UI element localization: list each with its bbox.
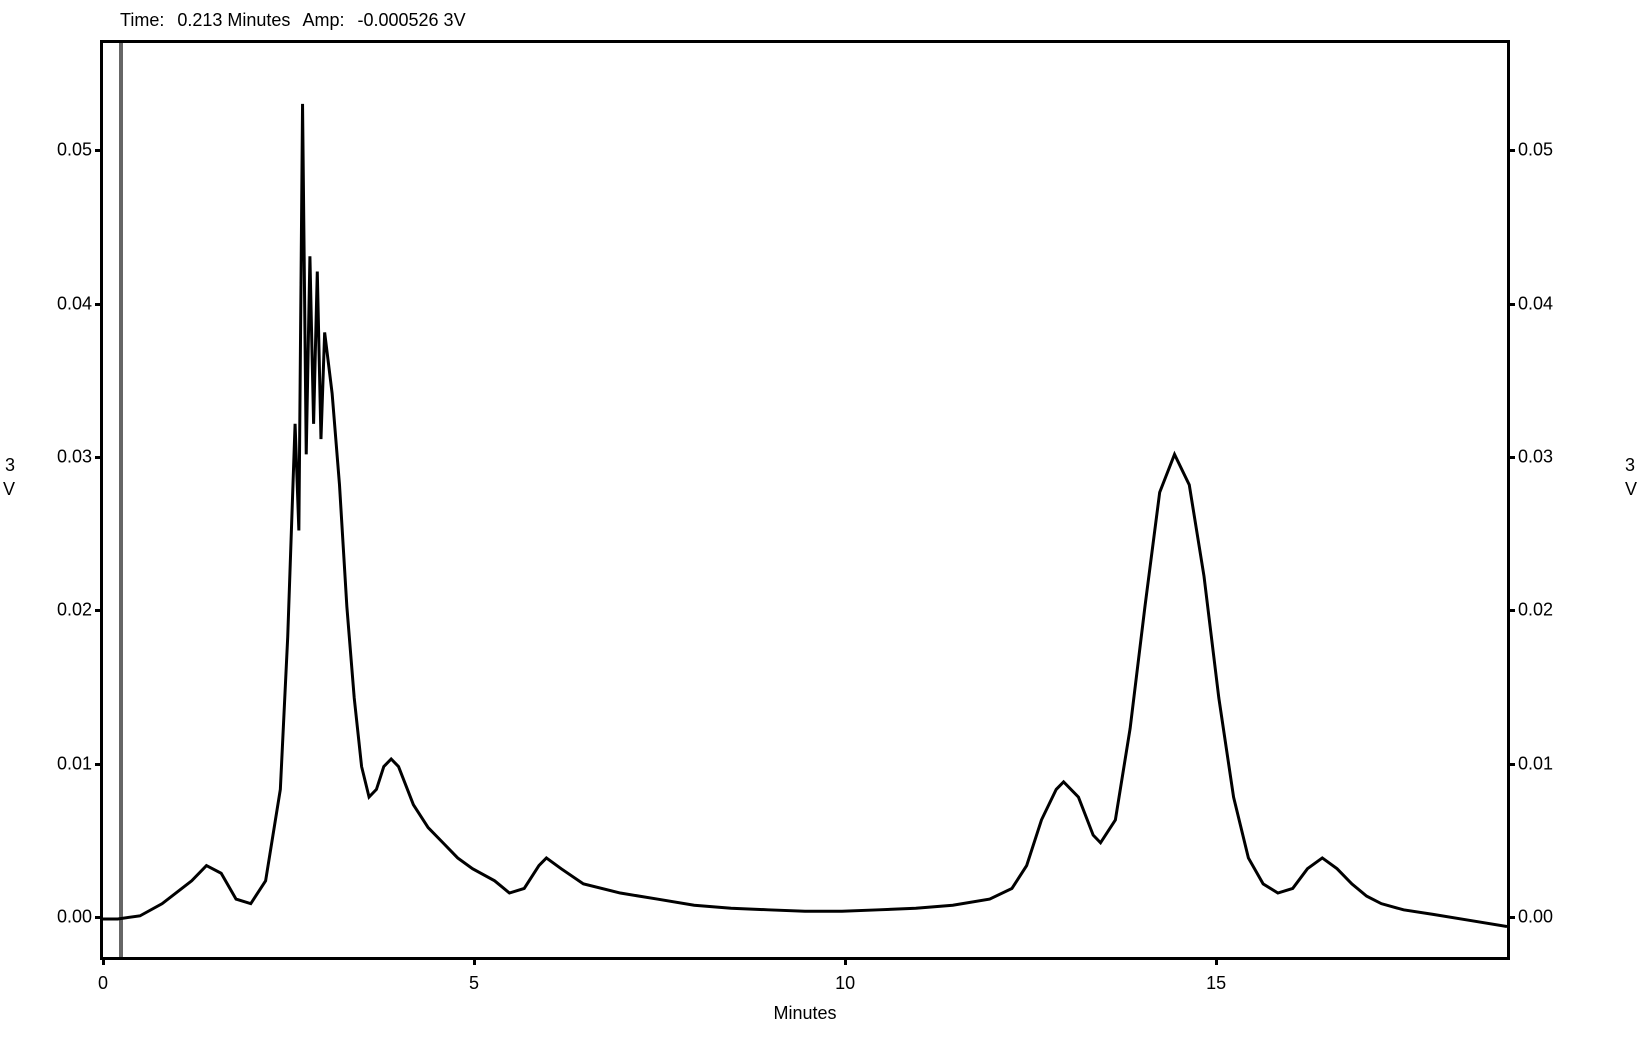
y-tick-label-right: 0.03: [1518, 447, 1553, 468]
y-tick-label-right: 0.04: [1518, 293, 1553, 314]
y-tick-label-right: 0.05: [1518, 140, 1553, 161]
x-tick-label: 5: [469, 973, 479, 994]
y-tick-label-right: 0.00: [1518, 907, 1553, 928]
y-tick-label-left: 0.00: [57, 907, 92, 928]
amp-label: Amp:: [302, 10, 344, 30]
y-tick-label-right: 0.01: [1518, 753, 1553, 774]
y-tick-label-right: 0.02: [1518, 600, 1553, 621]
y-tick-label-left: 0.03: [57, 447, 92, 468]
chromatogram-chart: 3 V 3 V Minutes 0.000.000.010.010.020.02…: [100, 40, 1510, 960]
x-tick-label: 0: [98, 973, 108, 994]
time-value: 0.213 Minutes: [177, 10, 290, 30]
left-y-axis-label: 3 V: [3, 454, 15, 501]
chart-header: Time: 0.213 Minutes Amp: -0.000526 3V: [120, 10, 474, 31]
y-tick-label-left: 0.04: [57, 293, 92, 314]
x-tick-label: 10: [835, 973, 855, 994]
amp-value: -0.000526 3V: [357, 10, 465, 30]
x-tick-label: 15: [1206, 973, 1226, 994]
y-tick-label-left: 0.02: [57, 600, 92, 621]
x-axis-label: Minutes: [773, 1003, 836, 1024]
plot-area: 3 V 3 V Minutes 0.000.000.010.010.020.02…: [103, 43, 1507, 957]
chromatogram-trace: [103, 43, 1507, 957]
y-tick-label-left: 0.05: [57, 140, 92, 161]
time-label: Time:: [120, 10, 164, 30]
y-tick-label-left: 0.01: [57, 753, 92, 774]
right-y-axis-label: 3 V: [1625, 454, 1637, 501]
